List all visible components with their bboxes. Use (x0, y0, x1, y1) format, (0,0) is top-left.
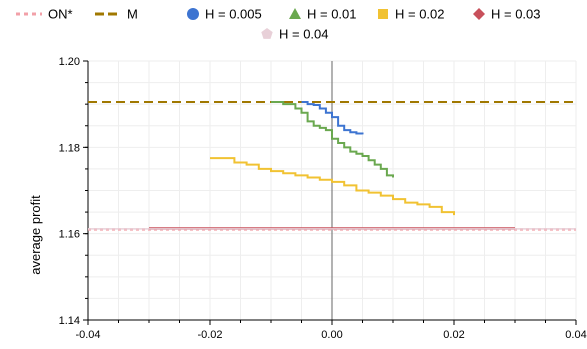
legend-label: H = 0.02 (395, 7, 445, 22)
legend-marker-square (378, 9, 388, 19)
legend-item: H = 0.01 (289, 7, 357, 22)
legend-label: H = 0.04 (279, 27, 329, 42)
series-h-0-005 (301, 101, 364, 135)
legend-marker-triangle (289, 8, 301, 19)
legend-item: H = 0.04 (261, 27, 329, 42)
y-tick-label: 1.20 (59, 56, 80, 68)
legend-marker-diamond (473, 8, 485, 20)
series-layer (88, 101, 576, 231)
legend-label: H = 0.01 (307, 7, 357, 22)
legend-item: M (95, 7, 138, 22)
x-tick-label: 0.02 (443, 329, 464, 341)
y-tick-label: 1.14 (59, 315, 80, 327)
series-h-0-01 (271, 101, 394, 178)
y-axis-label: average profit (28, 195, 43, 275)
y-tick-label: 1.16 (59, 229, 80, 241)
y-tick-label: 1.18 (59, 142, 80, 154)
legend: ON* M H = 0.005 H = 0.01 H = 0.02 H = 0.03 H =… (16, 7, 541, 42)
legend-item: H = 0.005 (187, 7, 262, 22)
legend-marker-circle (187, 8, 199, 20)
x-tick-label: 0.00 (321, 329, 342, 341)
series-h-0-02 (210, 157, 455, 216)
x-tick-label: 0.04 (565, 329, 586, 341)
legend-label: H = 0.005 (205, 7, 262, 22)
legend-item: H = 0.02 (378, 7, 445, 22)
legend-label: ON* (48, 7, 73, 22)
x-tick-label: -0.02 (197, 329, 222, 341)
x-tick-label: -0.04 (75, 329, 100, 341)
legend-item: H = 0.03 (473, 7, 541, 22)
legend-label: H = 0.03 (491, 7, 541, 22)
legend-marker-pentagon (261, 28, 273, 39)
legend-item: ON* (16, 7, 73, 22)
axes: -0.04 -0.02 0.00 0.02 0.04 1.14 1.16 1.18 1.20 (59, 56, 587, 341)
legend-label: M (127, 7, 138, 22)
